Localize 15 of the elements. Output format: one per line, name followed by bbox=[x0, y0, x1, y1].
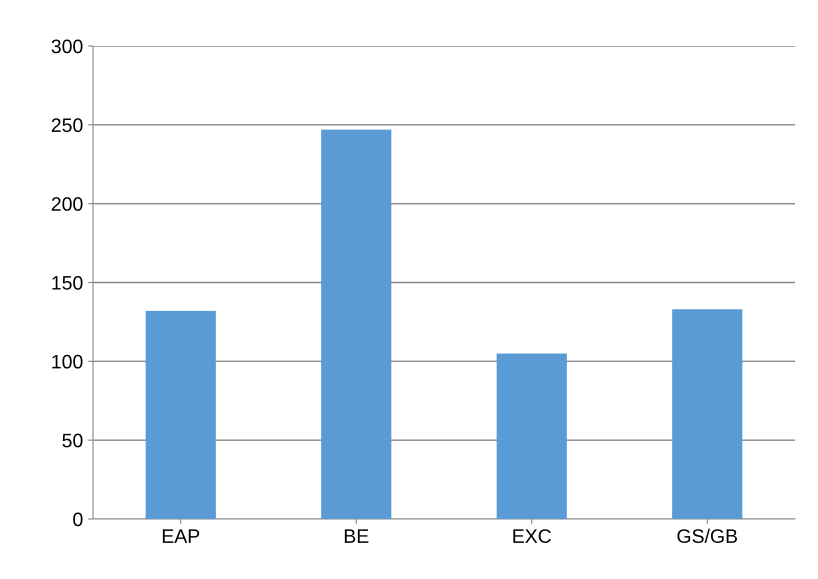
y-tick-label: 100 bbox=[52, 354, 83, 369]
y-tick-label: 200 bbox=[52, 197, 83, 211]
y-tick-label: 0 bbox=[73, 512, 83, 526]
y-tick-label: 250 bbox=[52, 118, 83, 132]
y-tick-label: 150 bbox=[52, 276, 83, 290]
y-tick-label: 50 bbox=[62, 434, 83, 448]
bar bbox=[321, 130, 392, 519]
y-tick-label: 300 bbox=[52, 39, 83, 54]
bar bbox=[496, 353, 567, 519]
x-tick-label: GS/GB bbox=[677, 528, 738, 544]
x-tick-label: EAP bbox=[162, 529, 200, 543]
x-tick-label: EXC bbox=[513, 529, 551, 544]
x-tick-label: BE bbox=[344, 529, 368, 543]
bar bbox=[672, 309, 742, 519]
bar bbox=[146, 310, 216, 519]
